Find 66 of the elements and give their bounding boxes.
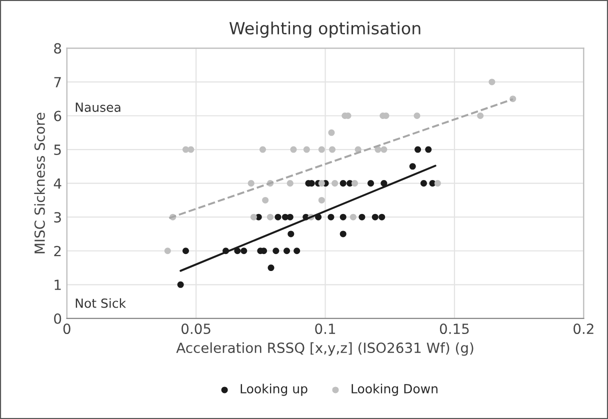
- point: [340, 230, 346, 238]
- point: [288, 230, 294, 238]
- point: [358, 214, 366, 220]
- y-tick-label: 2: [54, 246, 61, 256]
- point: [274, 214, 282, 220]
- point: [266, 214, 274, 220]
- point: [414, 112, 420, 120]
- y-axis-title: MISC Sickness Score: [34, 112, 45, 254]
- x-tick-label: 0.05: [182, 324, 210, 334]
- point: [177, 281, 184, 288]
- point: [318, 180, 325, 187]
- point: [409, 163, 416, 170]
- point: [182, 248, 189, 254]
- point: [340, 214, 346, 220]
- x-tick-label: 0: [63, 324, 70, 334]
- point: [329, 146, 336, 153]
- point: [414, 146, 422, 153]
- point: [188, 146, 194, 153]
- point: [378, 214, 386, 220]
- point: [420, 180, 427, 187]
- y-tick-label: 4: [54, 178, 62, 189]
- point: [294, 248, 300, 254]
- y-tick-label: 6: [54, 110, 62, 122]
- point: [284, 248, 290, 254]
- annotation: Nausea: [76, 102, 120, 112]
- point: [262, 196, 269, 204]
- y-tick-label: 1: [54, 280, 61, 290]
- point: [328, 129, 335, 136]
- point: [240, 248, 248, 254]
- y-tick-label: 8: [54, 43, 62, 54]
- point: [351, 180, 358, 187]
- point: [318, 146, 325, 153]
- point: [268, 264, 274, 272]
- point: [318, 196, 325, 204]
- legend-label: Looking up: [240, 384, 308, 396]
- point: [286, 180, 294, 187]
- x-axis-title: Acceleration RSSQ [x,y,z] (ISO2631 Wf) (g): [176, 342, 474, 356]
- legend-label: Looking Down: [352, 384, 438, 396]
- x-tick-label: 0.15: [440, 324, 469, 334]
- x-tick-label: 0.1: [315, 324, 336, 334]
- point: [350, 214, 356, 220]
- point: [328, 214, 334, 220]
- point: [368, 180, 374, 187]
- point: [250, 214, 257, 220]
- point: [248, 180, 254, 187]
- y-tick-label: 3: [54, 212, 61, 223]
- y-tick-label: 5: [54, 144, 61, 156]
- point: [286, 214, 294, 220]
- point: [380, 146, 388, 153]
- point: [259, 146, 266, 153]
- point: [303, 146, 310, 153]
- point: [290, 146, 297, 153]
- point: [488, 78, 496, 86]
- x-tick-label: 0.2: [574, 324, 594, 334]
- point: [164, 248, 171, 254]
- point: [272, 248, 280, 254]
- point: [477, 112, 484, 120]
- y-tick-label: 7: [54, 77, 61, 88]
- point: [425, 146, 432, 153]
- point: [434, 180, 441, 187]
- point: [340, 180, 346, 187]
- point: [332, 180, 338, 187]
- chart-title: Weighting optimisation: [229, 22, 420, 38]
- annotation: Not Sick: [76, 298, 126, 308]
- y-tick-label: 0: [54, 313, 62, 324]
- point: [372, 214, 378, 220]
